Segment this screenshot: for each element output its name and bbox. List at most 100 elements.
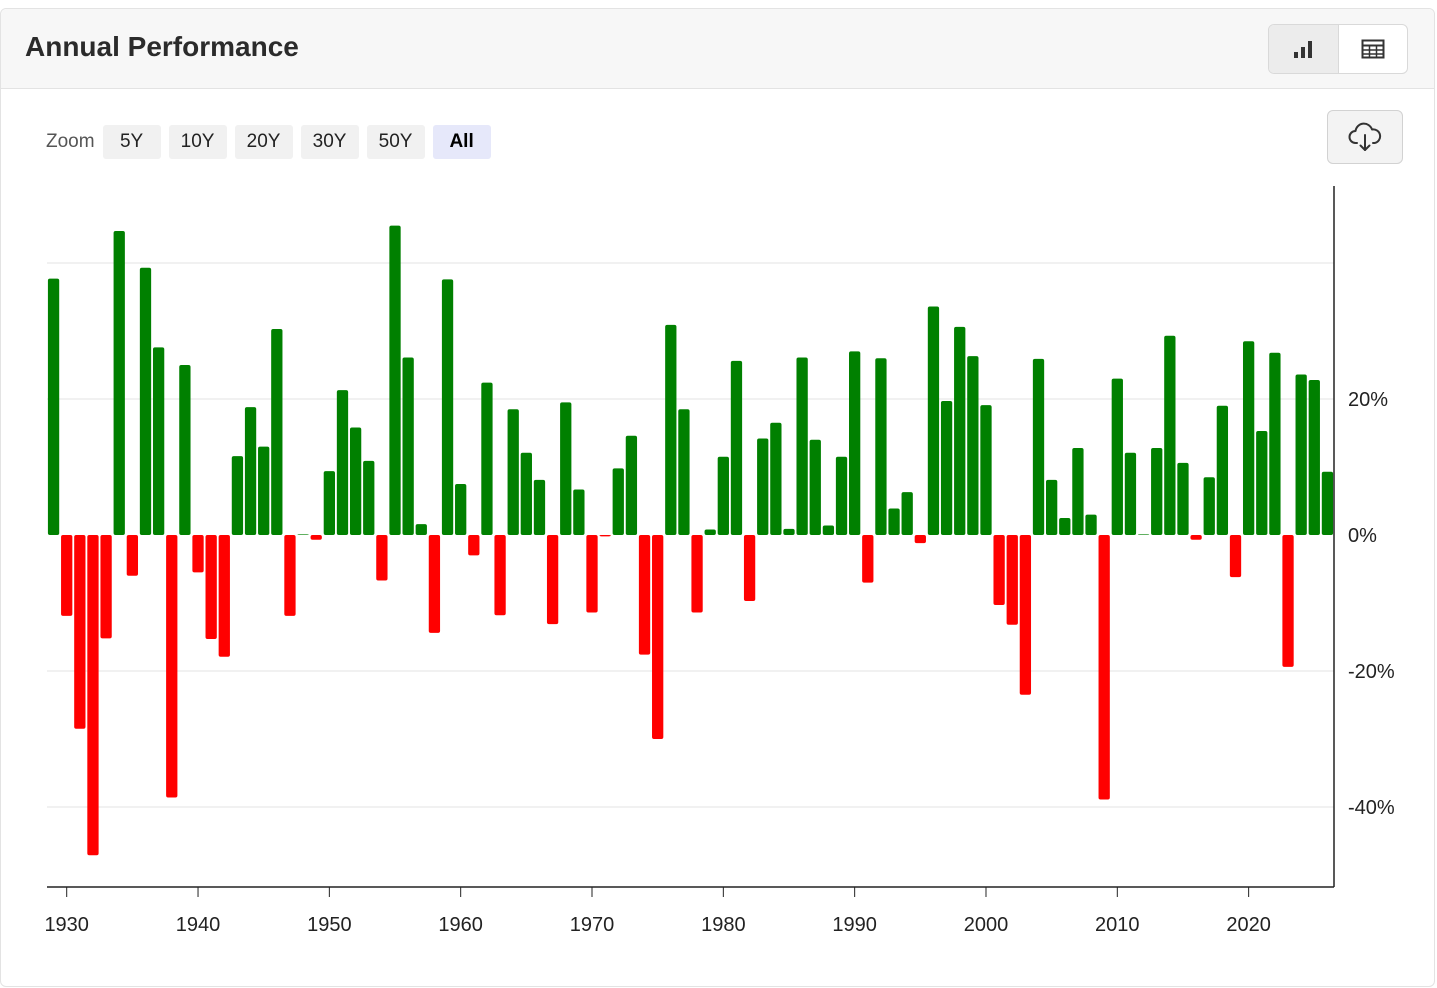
chart-bar [915,535,926,543]
chart-bar [573,489,584,535]
chart-bar [534,480,545,535]
chart-bar [849,351,860,535]
chart-bar [258,447,269,535]
chart-bar [297,534,308,535]
chart-bar [1046,480,1057,535]
chart-bar [48,279,59,535]
x-tick-label: 1930 [44,914,89,936]
chart-bar [586,535,597,613]
chart-bar [823,525,834,535]
chart-bar [665,325,676,535]
chart-bar [481,383,492,535]
chart-bar [757,438,768,535]
chart-bar [1085,515,1096,535]
chart-bar [140,268,151,535]
chart-bar [206,535,217,639]
chart-bar [980,405,991,535]
y-tick-label: 20% [1348,389,1388,411]
chart-bar [1151,448,1162,535]
chart-bar [547,535,558,624]
chart-bar [219,535,230,657]
chart-bar [1138,534,1149,535]
x-tick-label: 2000 [964,914,1009,936]
chart-bar [1296,375,1307,535]
chart-bar [928,307,939,535]
chart-bar [810,440,821,535]
chart-bar [836,457,847,535]
chart-bar [1243,341,1254,535]
chart-bar [626,436,637,535]
chart-bar [100,535,111,638]
chart-bar [888,508,899,535]
chart-bar [954,327,965,535]
chart-bar [1020,535,1031,695]
chart-bar [389,226,400,535]
chart-bar [311,535,322,540]
chart-bar [403,358,414,535]
chart-bar [599,535,610,536]
y-tick-label: -20% [1348,661,1395,683]
chart-bar [1204,477,1215,535]
chart-bar [324,471,335,535]
chart-bar [967,356,978,535]
chart-bar [705,530,716,535]
chart-bar [1007,535,1018,625]
x-tick-label: 1940 [176,914,221,936]
chart-bar [744,535,755,601]
chart-bar [1072,448,1083,535]
chart-bar [1309,380,1320,535]
chart-bar [179,365,190,535]
chart-bar [350,428,361,535]
x-tick-label: 1980 [701,914,746,936]
chart-bar [560,402,571,535]
chart-bar [1256,431,1267,535]
chart-bar [166,535,177,797]
chart-bar [87,535,98,855]
chart-bar [1164,336,1175,535]
chart-bar [74,535,85,729]
x-tick-label: 1960 [438,914,483,936]
chart-bar [770,423,781,535]
chart-bar [521,453,532,535]
chart-bar [442,279,453,535]
chart-bar [678,409,689,535]
chart-bar [114,231,125,535]
chart-bar [613,468,624,535]
x-tick-label: 2010 [1095,914,1140,936]
chart-bar [1230,535,1241,577]
chart-bar [127,535,138,576]
y-tick-label: 0% [1348,525,1377,547]
chart-bar [429,535,440,633]
x-tick-label: 1970 [570,914,615,936]
chart-axes: 1930 1940 1950 1960 1970 1980 1990 2000 2010 2020… [44,186,1394,936]
chart-bar [416,524,427,535]
x-tick-label: 2020 [1226,914,1271,936]
chart-bar [376,535,387,581]
chart-bar [337,390,348,535]
chart-bar [941,401,952,535]
chart-bar [875,358,886,535]
y-tick-label: -40% [1348,797,1395,819]
x-tick-label: 1950 [307,914,352,936]
chart-bar [652,535,663,739]
chart-bar [639,535,650,655]
chart-bar [1322,472,1333,535]
chart-bar [1177,463,1188,535]
chart-bar [796,358,807,535]
chart-bar [731,361,742,535]
chart-bar [783,529,794,535]
chart-bar [1059,518,1070,535]
chart-bar [1282,535,1293,667]
chart-bar [284,535,295,616]
chart-bar [232,456,243,535]
chart-bar [1112,379,1123,535]
chart-bar [993,535,1004,605]
chart-bar [508,409,519,535]
chart-bar [468,535,479,555]
x-tick-label: 1990 [832,914,877,936]
chart-bar [192,535,203,572]
chart-bar [1099,535,1110,800]
chart-bars [48,226,1333,856]
chart-bar [1125,453,1136,535]
chart-bar [363,461,374,535]
